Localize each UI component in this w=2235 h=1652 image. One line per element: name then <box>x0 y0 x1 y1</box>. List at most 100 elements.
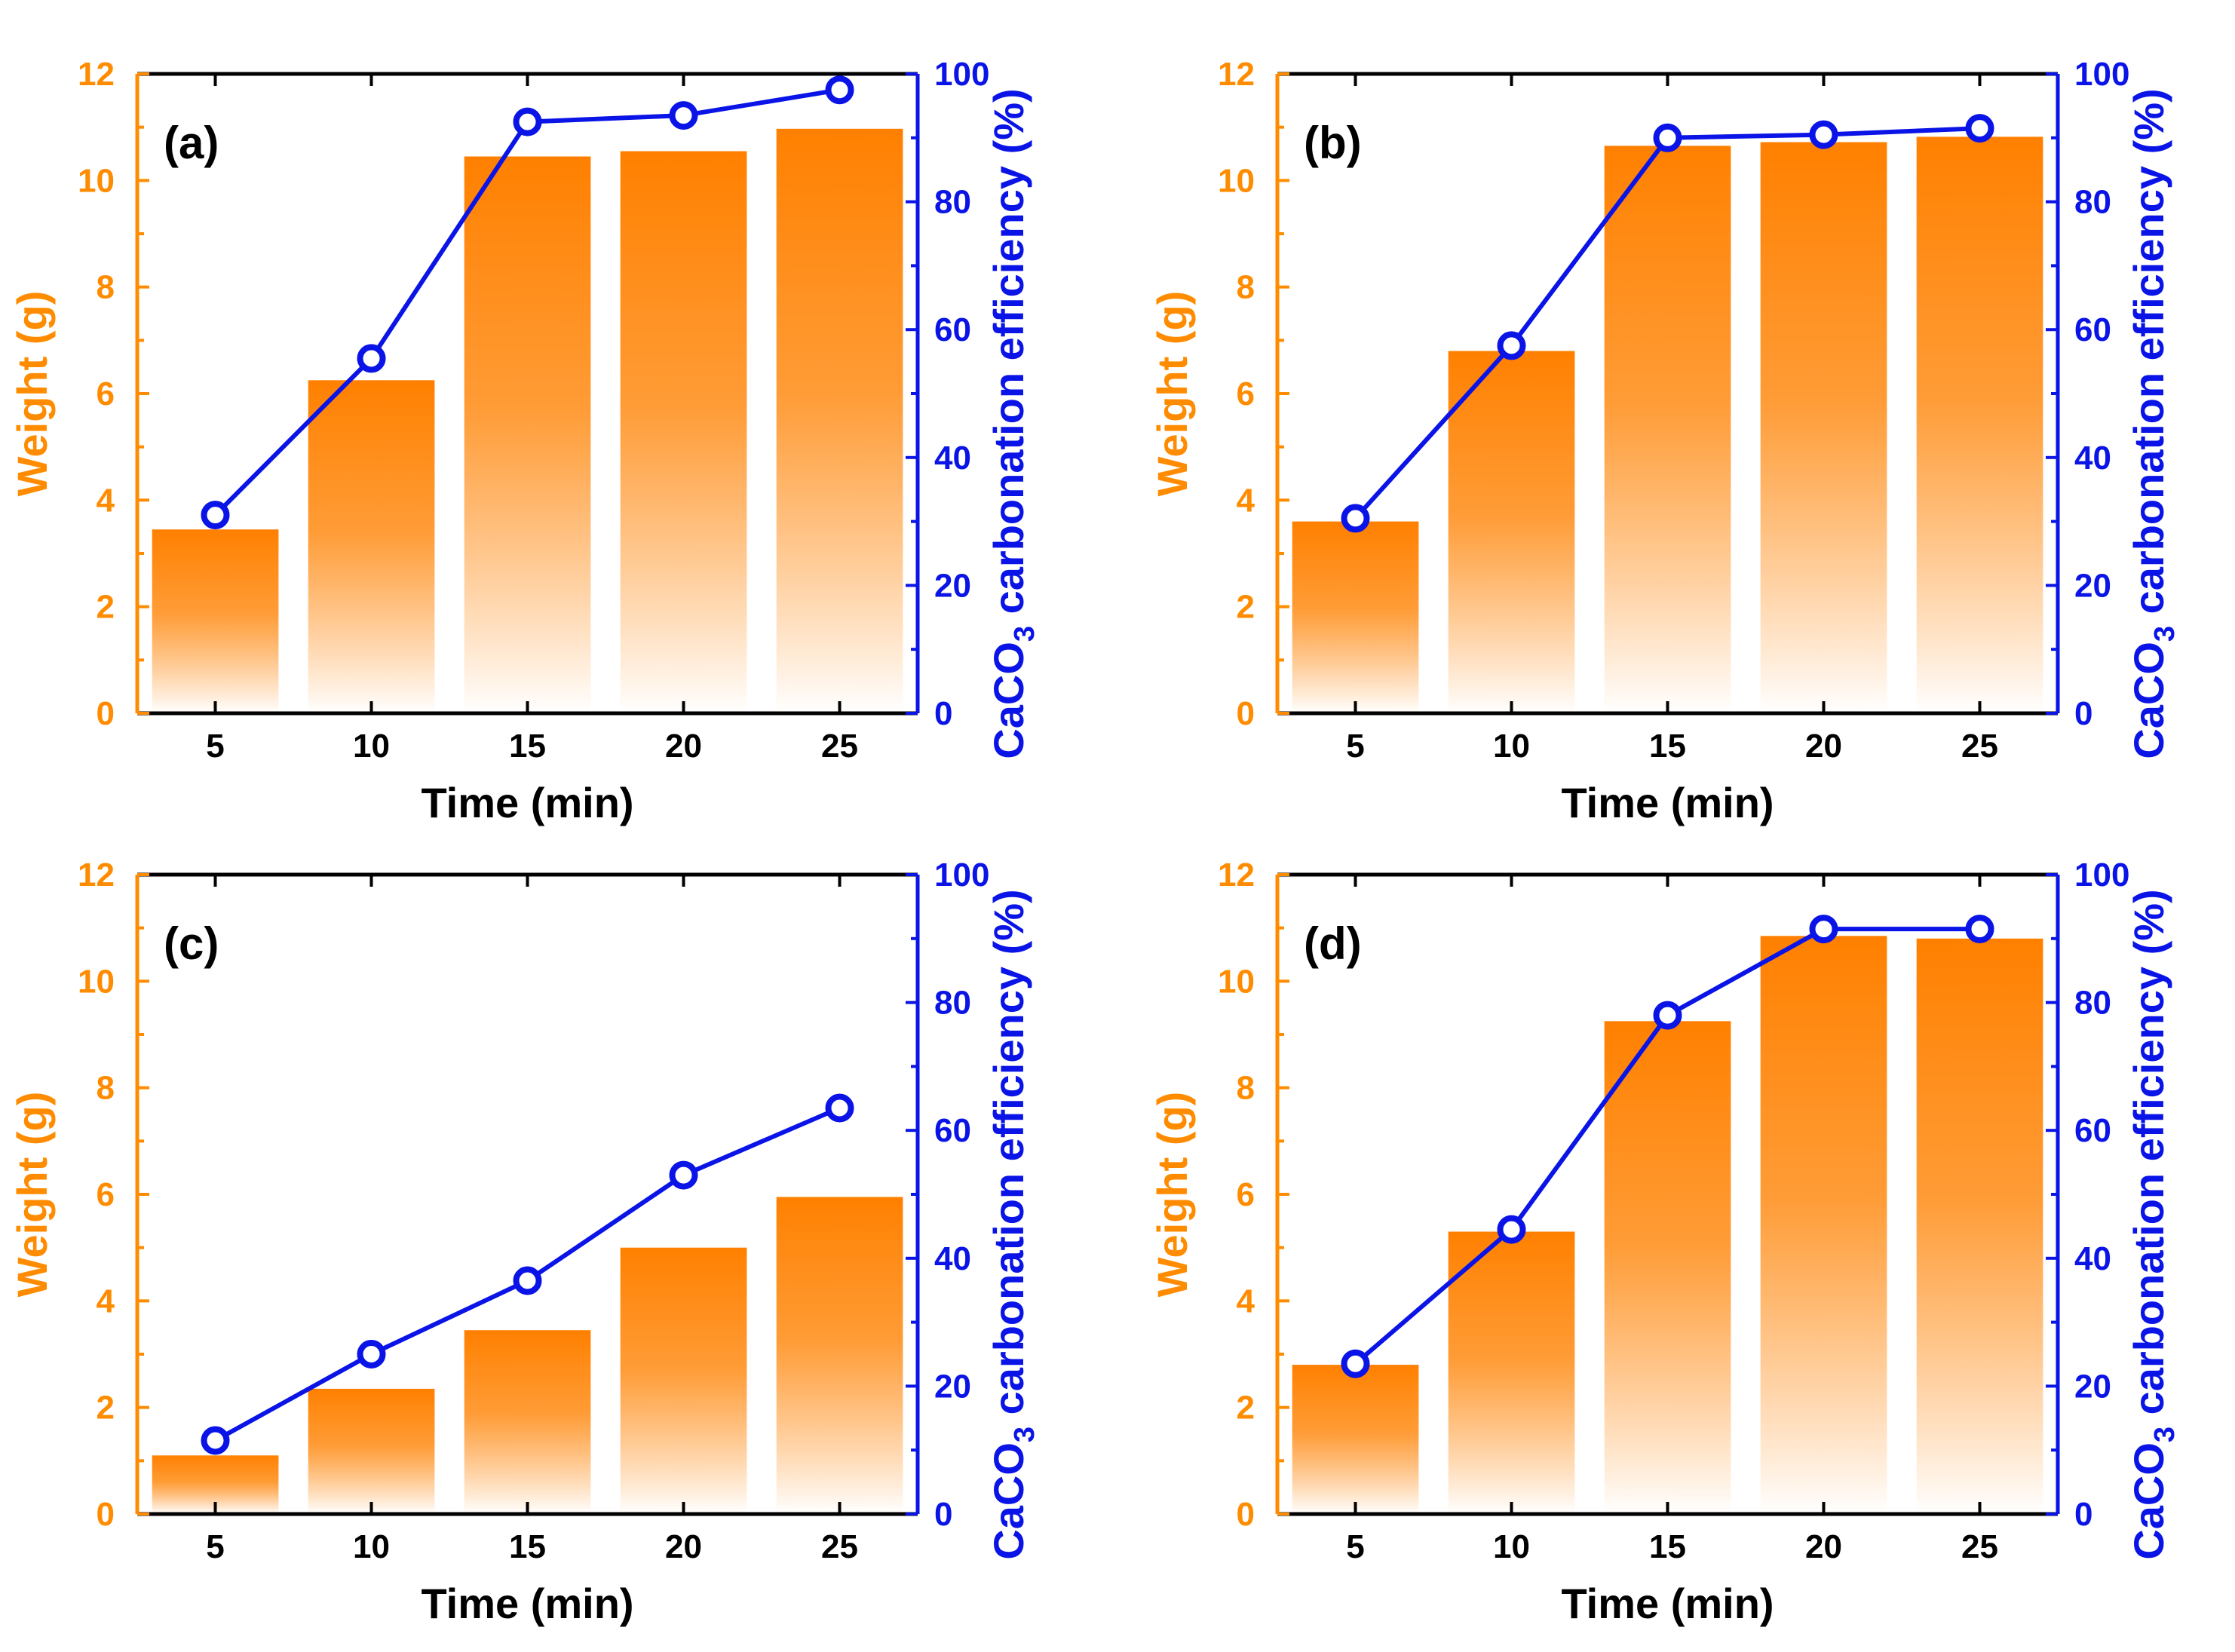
weight-bar <box>1448 1231 1575 1514</box>
left-tick-label: 4 <box>1237 482 1255 519</box>
right-tick-label: 0 <box>2074 1496 2092 1533</box>
panel-label: (d) <box>1304 918 1362 969</box>
right-tick-label: 40 <box>934 440 971 477</box>
weight-bar <box>464 1330 591 1514</box>
x-tick-label: 10 <box>1493 1528 1530 1565</box>
left-tick-label: 0 <box>97 695 115 732</box>
x-tick-label: 5 <box>1346 728 1364 765</box>
weight-bar <box>1760 142 1887 713</box>
efficiency-point <box>669 101 698 130</box>
x-tick-label: 20 <box>665 1528 702 1565</box>
right-tick-label: 40 <box>2074 1240 2111 1277</box>
left-axis-title: Weight (g) <box>8 1092 56 1298</box>
efficiency-point <box>201 501 230 530</box>
left-tick-label: 12 <box>1218 857 1255 893</box>
left-tick-label: 0 <box>1237 695 1255 732</box>
efficiency-point <box>825 75 854 105</box>
weight-bar <box>620 151 747 713</box>
left-tick-label: 12 <box>78 857 115 893</box>
left-axis-title: Weight (g) <box>1148 1092 1196 1298</box>
weight-bar <box>308 380 435 713</box>
efficiency-point <box>357 1340 386 1368</box>
left-tick-label: 8 <box>1237 269 1255 306</box>
right-tick-label: 100 <box>934 56 989 93</box>
right-axis-title-part: carbonation efficiency (%) <box>985 88 1032 626</box>
left-tick-label: 0 <box>1237 1496 1255 1533</box>
x-tick-label: 25 <box>1961 1528 1998 1565</box>
efficiency-point <box>1653 1001 1682 1030</box>
left-tick-label: 12 <box>78 56 115 93</box>
right-tick-label: 0 <box>934 1496 952 1533</box>
right-tick-label: 0 <box>2074 695 2092 732</box>
left-tick-label: 12 <box>1218 56 1255 93</box>
x-tick-label: 20 <box>665 728 702 765</box>
right-axis-title: CaCO3 carbonation efficiency (%) <box>985 889 1041 1559</box>
efficiency-point <box>1341 1349 1370 1378</box>
efficiency-point <box>1653 123 1682 152</box>
chart-panel-3: 0 2 4 6 8 10 12 0 20 40 60 80 100 5 10 15 20 25 (c) Time (m… <box>8 857 1041 1627</box>
right-axis-title: CaCO3 carbonation efficiency (%) <box>985 88 1041 759</box>
weight-bar <box>1760 936 1887 1514</box>
left-tick-label: 4 <box>97 482 115 519</box>
weight-bar <box>776 128 903 714</box>
efficiency-point <box>669 1160 698 1190</box>
left-tick-label: 6 <box>1237 1176 1255 1213</box>
right-tick-label: 100 <box>2074 56 2129 93</box>
panel-label: (b) <box>1304 118 1362 168</box>
weight-bar <box>776 1197 903 1514</box>
chart-panel-2: 0 2 4 6 8 10 12 0 20 40 60 80 100 5 10 15 20 25 (b) Time (m… <box>1148 56 2181 826</box>
efficiency-point <box>1809 120 1838 149</box>
efficiency-point <box>1965 114 1994 143</box>
left-tick-label: 0 <box>97 1496 115 1533</box>
right-tick-label: 80 <box>934 985 971 1022</box>
left-tick-label: 2 <box>97 1390 115 1427</box>
right-tick-label: 80 <box>934 184 971 221</box>
x-tick-label: 25 <box>821 728 858 765</box>
x-tick-label: 5 <box>206 1528 224 1565</box>
right-axis-title-subscript: 3 <box>2149 626 2181 642</box>
x-axis-title: Time (min) <box>1561 1580 1774 1627</box>
x-tick-label: 10 <box>353 1528 390 1565</box>
efficiency-point <box>1341 504 1370 533</box>
efficiency-point <box>825 1093 854 1123</box>
right-tick-label: 20 <box>2074 1368 2111 1405</box>
efficiency-point <box>513 107 542 136</box>
weight-bar <box>1292 1365 1419 1514</box>
right-axis-title-subscript: 3 <box>2149 1427 2181 1442</box>
weight-bar <box>1916 136 2043 713</box>
left-tick-label: 10 <box>1218 162 1255 199</box>
left-tick-label: 8 <box>97 1070 115 1107</box>
x-tick-label: 20 <box>1805 728 1842 765</box>
weight-bar <box>1604 146 1731 713</box>
weight-bar <box>1916 938 2043 1514</box>
right-tick-label: 100 <box>2074 857 2129 893</box>
left-tick-label: 2 <box>97 589 115 626</box>
x-tick-label: 15 <box>509 1528 546 1565</box>
right-tick-label: 20 <box>2074 567 2111 604</box>
chart-panel-1: 0 2 4 6 8 10 12 0 20 40 60 80 100 5 10 15 20 25 (a) Time (m… <box>8 56 1041 826</box>
panel-label: (c) <box>164 918 219 969</box>
left-tick-label: 2 <box>1237 589 1255 626</box>
panel-label: (a) <box>164 118 219 168</box>
right-axis-title-subscript: 3 <box>1009 626 1041 642</box>
right-tick-label: 80 <box>2074 184 2111 221</box>
right-axis-title-part: carbonation efficiency (%) <box>2125 889 2172 1427</box>
left-tick-label: 4 <box>97 1283 115 1319</box>
x-tick-label: 25 <box>821 1528 858 1565</box>
x-tick-label: 5 <box>1346 1528 1364 1565</box>
x-axis-title: Time (min) <box>421 779 633 826</box>
weight-bar <box>1448 351 1575 713</box>
x-tick-label: 25 <box>1961 728 1998 765</box>
x-axis-title: Time (min) <box>421 1580 633 1627</box>
left-tick-label: 6 <box>1237 375 1255 412</box>
right-axis-title-part: CaCO <box>985 1442 1032 1560</box>
x-tick-label: 15 <box>1649 728 1686 765</box>
left-tick-label: 6 <box>97 375 115 412</box>
right-tick-label: 40 <box>2074 440 2111 477</box>
x-tick-label: 15 <box>509 728 546 765</box>
right-tick-label: 60 <box>934 311 971 348</box>
left-tick-label: 6 <box>97 1176 115 1213</box>
right-axis-title-part: CaCO <box>2125 1442 2172 1560</box>
